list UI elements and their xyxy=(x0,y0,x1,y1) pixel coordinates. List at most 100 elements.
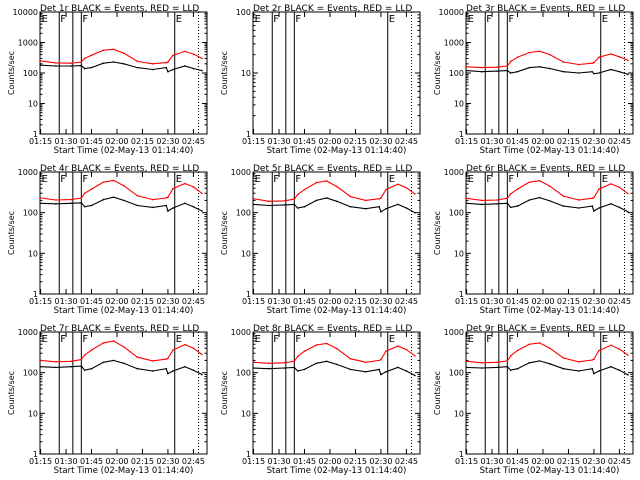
events-data-point xyxy=(562,70,565,73)
interval-label: E xyxy=(176,14,182,25)
lld-data-point xyxy=(151,63,154,65)
events-data-point xyxy=(90,367,93,370)
x-tick-label: 02:30 xyxy=(369,457,392,466)
lld-data-point xyxy=(618,55,621,58)
y-tick-label: 1000 xyxy=(231,328,251,337)
events-data-point xyxy=(577,207,580,209)
x-tick-label: 02:15 xyxy=(344,297,367,306)
lld-data-point xyxy=(136,194,139,197)
interval-label: F xyxy=(82,334,88,345)
events-data-point xyxy=(39,64,42,67)
events-data-point xyxy=(165,367,168,370)
lld-data-point xyxy=(538,179,541,182)
lld-data-point xyxy=(283,200,285,202)
events-data-point xyxy=(167,372,169,375)
events-data-point xyxy=(397,203,399,206)
interval-label: F xyxy=(82,14,88,25)
y-tick-label: 1 xyxy=(246,450,251,459)
x-tick-label: 01:15 xyxy=(455,457,478,466)
events-data-point xyxy=(335,200,338,203)
lld-data-point xyxy=(516,349,519,352)
events-data-point xyxy=(55,65,57,67)
panel-title: Det 8r BLACK = Events, RED = LLD xyxy=(253,324,412,334)
events-data-point xyxy=(55,203,57,205)
lld-data-point xyxy=(562,195,565,197)
events-data-point xyxy=(481,367,483,369)
lld-data-point xyxy=(481,361,483,364)
lld-data-point xyxy=(335,185,338,188)
lld-data-point xyxy=(90,188,93,190)
lld-data-point xyxy=(102,342,105,344)
lld-data-point xyxy=(516,56,519,58)
y-tick-label: 10000 xyxy=(439,8,464,17)
events-data-point xyxy=(122,362,125,365)
x-tick-label: 02:30 xyxy=(369,297,392,306)
interval-label: F xyxy=(508,334,514,345)
y-tick-label: 10 xyxy=(454,249,464,258)
lld-data-point xyxy=(112,179,115,182)
y-tick-label: 1 xyxy=(33,450,38,459)
events-data-point xyxy=(593,372,595,375)
lld-data-point xyxy=(598,56,600,58)
lld-data-point xyxy=(39,359,42,362)
x-tick-label: 02:45 xyxy=(608,457,631,466)
x-tick-label: 02:15 xyxy=(131,137,154,146)
plot-frame xyxy=(39,11,208,135)
interval-label: E xyxy=(176,174,182,185)
x-tick-label: 02:00 xyxy=(318,137,341,146)
y-tick-label: 1 xyxy=(246,290,251,299)
lld-data-point xyxy=(380,197,382,199)
x-tick-label: 02:00 xyxy=(318,297,341,306)
events-data-point xyxy=(593,72,595,75)
lld-data-point xyxy=(39,197,42,199)
lld-data-point xyxy=(165,358,168,360)
y-axis-label: Counts/sec xyxy=(220,371,229,415)
events-data-point xyxy=(610,68,612,71)
lld-data-point xyxy=(102,181,105,184)
events-data-point xyxy=(397,366,399,369)
x-tick-label: 02:30 xyxy=(156,297,179,306)
events-data-point xyxy=(83,67,86,70)
lld-data-point xyxy=(610,344,612,347)
y-tick-label: 1000 xyxy=(444,39,464,48)
events-data-point xyxy=(268,204,270,207)
lld-data-point xyxy=(122,52,125,54)
events-data-point xyxy=(80,64,83,67)
x-tick-label: 01:30 xyxy=(481,457,504,466)
events-data-point xyxy=(293,203,296,206)
events-data-point xyxy=(296,370,299,372)
lld-data-point xyxy=(296,355,299,358)
lld-data-point xyxy=(528,343,531,346)
y-axis-label: Counts/sec xyxy=(7,371,16,415)
events-data-point xyxy=(528,361,531,364)
y-tick-label: 100 xyxy=(449,209,464,218)
interval-label: F xyxy=(60,14,66,25)
x-tick-label: 01:15 xyxy=(29,137,52,146)
events-data-point xyxy=(55,366,57,369)
events-data-point xyxy=(136,204,139,207)
y-tick-label: 100 xyxy=(449,69,464,78)
events-data-point xyxy=(577,370,580,372)
y-tick-label: 10 xyxy=(454,409,464,418)
panel-title: Det 2r BLACK = Events, RED = LLD xyxy=(253,4,412,14)
x-tick-label: 01:15 xyxy=(242,457,265,466)
x-tick-label: 02:45 xyxy=(395,457,418,466)
y-tick-label: 100 xyxy=(23,209,38,218)
events-data-point xyxy=(283,204,285,206)
y-tick-label: 100 xyxy=(23,369,38,378)
x-tick-label: 01:30 xyxy=(55,297,78,306)
y-tick-label: 10 xyxy=(28,409,38,418)
events-data-point xyxy=(172,370,174,372)
events-data-point xyxy=(598,72,600,74)
x-tick-label: 01:45 xyxy=(506,137,529,146)
y-axis-label: Counts/sec xyxy=(220,211,229,255)
x-axis-label: Start Time (02-May-13 01:14:40) xyxy=(480,466,620,476)
interval-label: F xyxy=(273,14,279,25)
panel-title: Det 9r BLACK = Events, RED = LLD xyxy=(466,324,625,334)
y-tick-label: 1 xyxy=(459,290,464,299)
interval-label: E xyxy=(255,14,261,25)
interval-label: E xyxy=(389,174,395,185)
